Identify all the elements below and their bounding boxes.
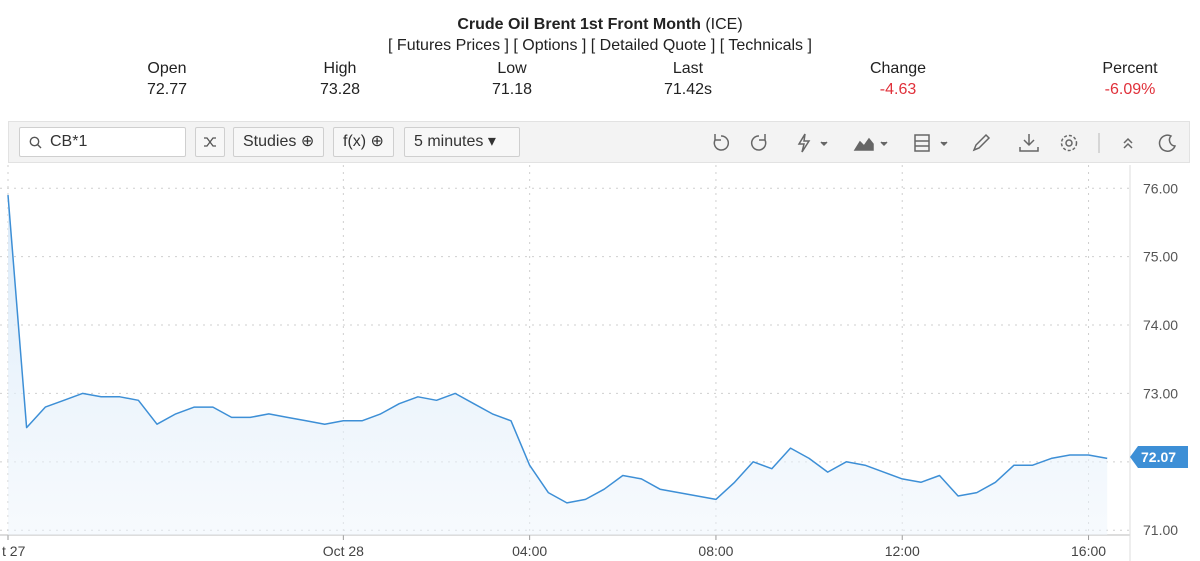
- functions: f(x): [343, 133, 367, 150]
- link[interactable]: [ Options ]: [513, 37, 587, 54]
- y-tick-label: 74.00: [1143, 317, 1178, 333]
- lightning-icon[interactable]: [797, 133, 811, 153]
- download-icon[interactable]: [1019, 134, 1039, 152]
- compare-button[interactable]: [195, 127, 225, 157]
- x-tick-label: 08:00: [698, 543, 733, 559]
- stat-value: 71.18: [491, 81, 533, 98]
- title-row: Crude Oil Brent 1st Front Month (ICE): [0, 16, 1200, 34]
- symbol-input[interactable]: CB*1: [19, 127, 186, 157]
- stat: High 73.28: [260, 58, 420, 100]
- stat-value: 72.77: [146, 81, 188, 98]
- last-price-tag: [1130, 446, 1188, 469]
- stat-label: Last: [672, 60, 704, 77]
- functions-button[interactable]: f(x) ⊕: [333, 127, 394, 157]
- stat-label: Change: [869, 60, 927, 77]
- undo-icon[interactable]: [713, 134, 730, 151]
- stat-value: 73.28: [319, 81, 361, 98]
- chart-type-icon[interactable]: [853, 137, 874, 151]
- interval-button[interactable]: 5 minutes ▾: [404, 127, 520, 157]
- stat-value: -6.09%: [1104, 81, 1156, 98]
- instrument-title: Crude Oil Brent 1st Front Month: [457, 16, 701, 33]
- x-tick-label: t 27: [2, 543, 26, 559]
- stat: Low 71.18: [432, 58, 592, 100]
- x-tick-label: 04:00: [512, 543, 547, 559]
- settings-icon[interactable]: [1065, 139, 1073, 147]
- area-fill: [8, 195, 1108, 535]
- last-price-label: 72.07: [1141, 449, 1176, 465]
- link[interactable]: [ Detailed Quote ]: [590, 37, 716, 54]
- theme-icon[interactable]: [1158, 134, 1177, 152]
- draw-icon[interactable]: [972, 133, 991, 152]
- y-tick-label: 75.00: [1143, 249, 1178, 265]
- link[interactable]: [ Futures Prices ]: [388, 37, 509, 54]
- search-icon: [29, 136, 42, 149]
- y-tick-label: 71.00: [1143, 522, 1178, 538]
- stat-label: Low: [497, 60, 527, 77]
- y-tick-label: 73.00: [1143, 385, 1178, 401]
- x-tick-label: 16:00: [1071, 543, 1106, 559]
- stat: Open 72.77: [87, 58, 247, 100]
- studies: Studies: [243, 133, 297, 150]
- layout-icon[interactable]: [914, 134, 930, 152]
- stat: Last 71.42s: [608, 58, 768, 100]
- stat-label: High: [323, 60, 357, 77]
- stat-label: Percent: [1102, 60, 1158, 77]
- interval: 5 minutes: [414, 133, 484, 150]
- stat-label: Open: [147, 60, 187, 77]
- stat: Change -4.63: [818, 58, 978, 100]
- toolbar-icons: [713, 133, 1177, 153]
- collapse-icon[interactable]: [1123, 137, 1133, 149]
- x-tick-label: 12:00: [885, 543, 920, 559]
- stat: Percent -6.09%: [1050, 58, 1200, 100]
- exchange: (ICE): [705, 16, 743, 33]
- redo-icon[interactable]: [750, 134, 767, 151]
- y-tick-label: 76.00: [1143, 180, 1178, 196]
- link[interactable]: [ Technicals ]: [719, 37, 812, 54]
- price-line: [7, 195, 1108, 504]
- x-tick-label: Oct 28: [323, 543, 364, 559]
- symbol: CB*1: [50, 133, 88, 150]
- stat-value: 71.42s: [663, 81, 713, 98]
- toolbar: CB*1 Studies ⊕ f(x) ⊕ 5 minutes ▾: [8, 121, 1190, 163]
- studies-button[interactable]: Studies ⊕: [233, 127, 325, 157]
- links: [ Futures Prices ] [ Options ] [ Detaile…: [0, 37, 1200, 55]
- stat-value: -4.63: [879, 81, 917, 98]
